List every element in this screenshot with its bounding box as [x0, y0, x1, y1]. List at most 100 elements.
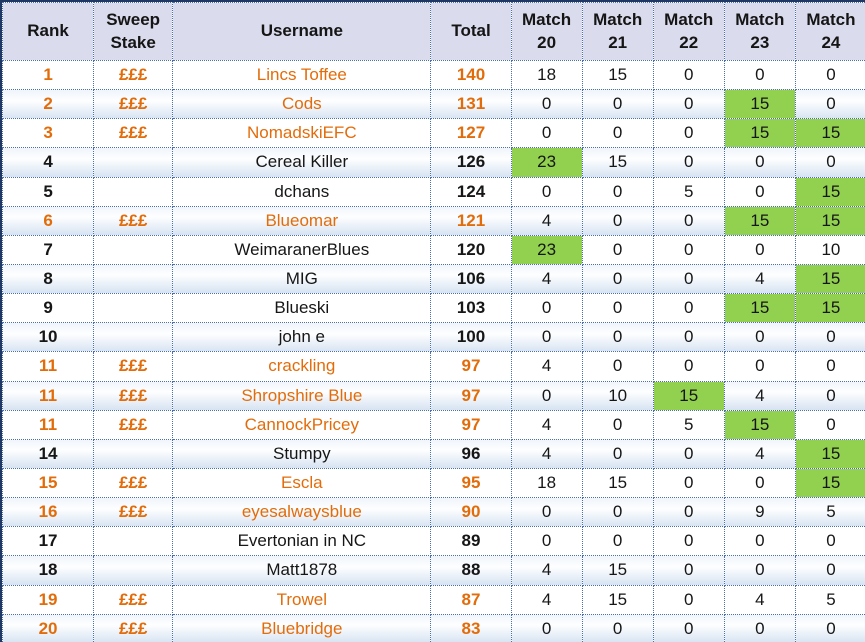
- match-score-cell: 0: [794, 526, 865, 557]
- rank-cell: 11: [2, 380, 95, 411]
- match-score-cell: 4: [510, 438, 583, 469]
- match-score-cell: 0: [510, 526, 583, 557]
- rank-cell: 4: [2, 147, 95, 178]
- total-cell: 124: [430, 176, 512, 207]
- match-score-cell: 23: [510, 147, 583, 178]
- rank-cell: 20: [2, 613, 95, 642]
- table-row: 18 Matt1878 88 4 15 0 0 0: [2, 555, 865, 586]
- rank-cell: 18: [2, 555, 95, 586]
- column-header-match-22: Match 22: [652, 2, 725, 61]
- table-row: 11 £££ CannockPricey 97 4 0 5 15 0: [2, 409, 865, 440]
- username-cell: Evertonian in NC: [172, 526, 432, 557]
- table-row: 3 £££ NomadskiEFC 127 0 0 0 15 15: [2, 118, 865, 149]
- username-cell: Lincs Toffee: [172, 59, 432, 91]
- header-label: Match: [664, 10, 714, 30]
- sweep-stake-cell: £££: [93, 59, 174, 91]
- match-score-cell: 4: [723, 438, 796, 469]
- match-score-cell: 0: [652, 118, 725, 149]
- total-cell: 97: [430, 380, 512, 411]
- match-score-cell: 15: [652, 380, 725, 411]
- table-row: 11 £££ Shropshire Blue 97 0 10 15 4 0: [2, 380, 865, 411]
- match-score-cell: 0: [510, 89, 583, 120]
- match-score-cell: 15: [723, 293, 796, 324]
- match-score-cell: 0: [723, 147, 796, 178]
- sweep-stake-cell: £££: [93, 89, 174, 120]
- column-header-match-20: Match 20: [510, 2, 583, 61]
- match-score-cell: 4: [510, 263, 583, 295]
- match-score-cell: 0: [581, 89, 654, 120]
- match-score-cell: 5: [652, 409, 725, 440]
- rank-cell: 14: [2, 438, 95, 469]
- match-score-cell: 0: [652, 584, 725, 615]
- match-score-cell: 0: [723, 351, 796, 382]
- match-score-cell: 0: [581, 526, 654, 557]
- match-score-cell: 0: [581, 351, 654, 382]
- sweep-stake-cell: [93, 293, 174, 324]
- username-cell: john e: [172, 322, 432, 353]
- match-score-cell: 0: [723, 555, 796, 586]
- total-cell: 120: [430, 234, 512, 265]
- sweep-stake-cell: £££: [93, 205, 174, 236]
- username-cell: Stumpy: [172, 438, 432, 469]
- header-sublabel: 22: [679, 32, 699, 52]
- table-row: 20 £££ Bluebridge 83 0 0 0 0 0: [2, 613, 865, 642]
- total-cell: 131: [430, 89, 512, 120]
- header-label: Match: [806, 10, 856, 30]
- match-score-cell: 4: [510, 409, 583, 440]
- match-score-cell: 0: [510, 293, 583, 324]
- match-score-cell: 0: [652, 293, 725, 324]
- match-score-cell: 0: [794, 613, 865, 642]
- header-sublabel: Stake: [110, 32, 156, 52]
- table-row: 8 MIG 106 4 0 0 4 15: [2, 263, 865, 295]
- rank-cell: 19: [2, 584, 95, 615]
- table-row: 11 £££ crackling 97 4 0 0 0 0: [2, 351, 865, 382]
- rank-cell: 11: [2, 351, 95, 382]
- table-row: 16 £££ eyesalwaysblue 90 0 0 0 9 5: [2, 497, 865, 528]
- rank-cell: 6: [2, 205, 95, 236]
- match-score-cell: 0: [794, 59, 865, 91]
- table-row: 14 Stumpy 96 4 0 0 4 15: [2, 438, 865, 469]
- total-cell: 88: [430, 555, 512, 586]
- match-score-cell: 0: [510, 380, 583, 411]
- match-score-cell: 15: [794, 176, 865, 207]
- match-score-cell: 15: [794, 118, 865, 149]
- rank-cell: 15: [2, 467, 95, 499]
- table-row: 17 Evertonian in NC 89 0 0 0 0 0: [2, 526, 865, 557]
- match-score-cell: 0: [581, 322, 654, 353]
- match-score-cell: 4: [723, 263, 796, 295]
- match-score-cell: 10: [794, 234, 865, 265]
- match-score-cell: 4: [510, 555, 583, 586]
- total-cell: 95: [430, 467, 512, 499]
- match-score-cell: 4: [510, 584, 583, 615]
- sweep-stake-cell: [93, 322, 174, 353]
- match-score-cell: 0: [723, 467, 796, 499]
- match-score-cell: 0: [652, 59, 725, 91]
- match-score-cell: 18: [510, 467, 583, 499]
- match-score-cell: 4: [723, 584, 796, 615]
- match-score-cell: 4: [510, 205, 583, 236]
- match-score-cell: 0: [581, 409, 654, 440]
- match-score-cell: 15: [723, 409, 796, 440]
- match-score-cell: 15: [581, 147, 654, 178]
- header-label: Sweep: [106, 10, 161, 30]
- match-score-cell: 0: [581, 293, 654, 324]
- sweep-stake-cell: £££: [93, 409, 174, 440]
- column-header-match-21: Match 21: [581, 2, 654, 61]
- match-score-cell: 0: [652, 613, 725, 642]
- match-score-cell: 0: [794, 147, 865, 178]
- column-header-total: Total: [430, 2, 512, 61]
- match-score-cell: 0: [723, 234, 796, 265]
- match-score-cell: 0: [581, 263, 654, 295]
- header-sublabel: 20: [537, 32, 557, 52]
- match-score-cell: 15: [794, 293, 865, 324]
- table-row: 9 Blueski 103 0 0 0 15 15: [2, 293, 865, 324]
- match-score-cell: 15: [581, 467, 654, 499]
- username-cell: Matt1878: [172, 555, 432, 586]
- username-cell: crackling: [172, 351, 432, 382]
- sweep-stake-cell: [93, 555, 174, 586]
- total-cell: 90: [430, 497, 512, 528]
- match-score-cell: 9: [723, 497, 796, 528]
- rank-cell: 9: [2, 293, 95, 324]
- match-score-cell: 5: [794, 497, 865, 528]
